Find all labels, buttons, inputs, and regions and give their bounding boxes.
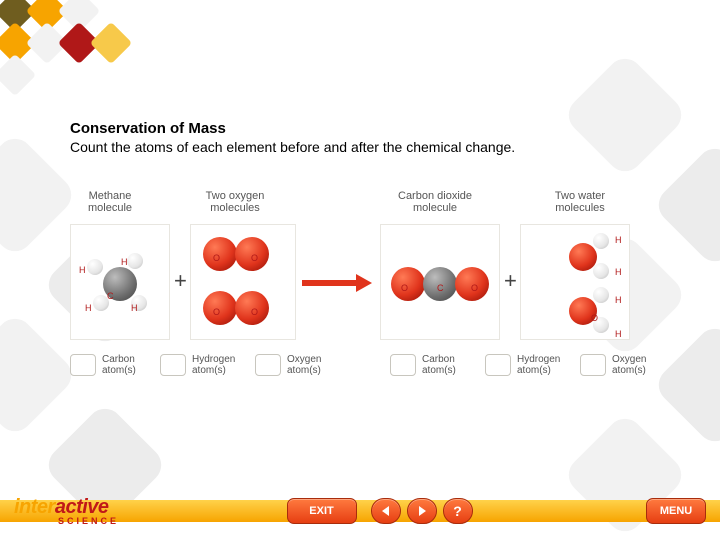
atom-letter: H (615, 235, 622, 245)
next-button[interactable] (407, 498, 437, 524)
atom-letter: O (213, 253, 220, 263)
nav-controls: EXIT ? (287, 498, 479, 524)
next-icon (415, 504, 429, 518)
atom-letter: C (437, 283, 444, 293)
atom-count-label: Hydrogenatom(s) (192, 354, 235, 376)
atom-count-item: Hydrogenatom(s) (485, 354, 560, 376)
panel-oxygen: O O O O (190, 224, 296, 340)
panel-methane: H H H H C (70, 224, 170, 340)
atom-count-input[interactable] (390, 354, 416, 376)
atom-count-label: Hydrogenatom(s) (517, 354, 560, 376)
corner-decoration (0, 0, 150, 90)
page-subtitle: Count the atoms of each element before a… (70, 139, 670, 155)
atom-count-item: Hydrogenatom(s) (160, 354, 235, 376)
logo-part1: inter (14, 496, 55, 518)
prev-button[interactable] (371, 498, 401, 524)
atom-count-label: Oxygenatom(s) (612, 354, 646, 376)
atom-count-input[interactable] (485, 354, 511, 376)
atom-letter: H (131, 303, 138, 313)
atom-letter: O (471, 283, 478, 293)
plus-icon: + (504, 268, 517, 294)
atom-letter: H (79, 265, 86, 275)
atom-letter: O (251, 253, 258, 263)
hydrogen-atom (593, 263, 609, 279)
atom-letter: H (615, 329, 622, 339)
atom-letter: H (615, 267, 622, 277)
logo-subtitle: SCIENCE (58, 516, 119, 526)
atom-count-input[interactable] (160, 354, 186, 376)
atom-letter: O (591, 313, 598, 323)
atom-letter: H (85, 303, 92, 313)
exit-button[interactable]: EXIT (287, 498, 357, 524)
atom-count-input[interactable] (70, 354, 96, 376)
menu-button[interactable]: MENU (646, 498, 706, 524)
logo-part2: active (55, 496, 109, 518)
atom-letter: O (401, 283, 408, 293)
atom-count-item: Carbonatom(s) (70, 354, 136, 376)
atom-letter: H (615, 295, 622, 305)
atom-count-row: Carbonatom(s) Hydrogenatom(s) Oxygenatom(s… (70, 354, 660, 394)
molecule-label: Methanemolecule (75, 190, 145, 214)
atom-count-item: Carbonatom(s) (390, 354, 456, 376)
atom-letter: O (251, 307, 258, 317)
hydrogen-atom (127, 253, 143, 269)
help-button[interactable]: ? (443, 498, 473, 524)
hydrogen-atom (593, 233, 609, 249)
logo: interactive SCIENCE (14, 496, 119, 526)
atom-count-input[interactable] (580, 354, 606, 376)
panel-water: H H H O H (520, 224, 630, 340)
atom-count-label: Carbonatom(s) (422, 354, 456, 376)
heading-block: Conservation of Mass Count the atoms of … (70, 120, 670, 155)
reaction-arrow-icon (302, 274, 372, 292)
help-icon: ? (453, 503, 462, 519)
hydrogen-atom (87, 259, 103, 275)
atom-letter: C (107, 291, 114, 301)
molecule-panels-row: H H H H C + O O O O O C O + (70, 224, 660, 344)
page-title: Conservation of Mass (70, 120, 670, 137)
atom-count-input[interactable] (255, 354, 281, 376)
atom-count-label: Carbonatom(s) (102, 354, 136, 376)
atom-count-item: Oxygenatom(s) (580, 354, 646, 376)
atom-letter: O (213, 307, 220, 317)
atom-letter: H (121, 257, 128, 267)
molecule-label: Two watermolecules (540, 190, 620, 214)
atom-count-label: Oxygenatom(s) (287, 354, 321, 376)
plus-icon: + (174, 268, 187, 294)
reaction-diagram: Methanemolecule Two oxygenmolecules Carbon… (70, 190, 660, 394)
molecule-label: Carbon dioxidemolecule (390, 190, 480, 214)
prev-icon (379, 504, 393, 518)
atom-count-item: Oxygenatom(s) (255, 354, 321, 376)
panel-carbon-dioxide: OCO (380, 224, 500, 340)
hydrogen-atom (593, 287, 609, 303)
bottom-bar: interactive SCIENCE EXIT ? MENU (0, 482, 720, 540)
molecule-label: Two oxygenmolecules (195, 190, 275, 214)
molecule-labels-row: Methanemolecule Two oxygenmolecules Carbon… (70, 190, 660, 224)
